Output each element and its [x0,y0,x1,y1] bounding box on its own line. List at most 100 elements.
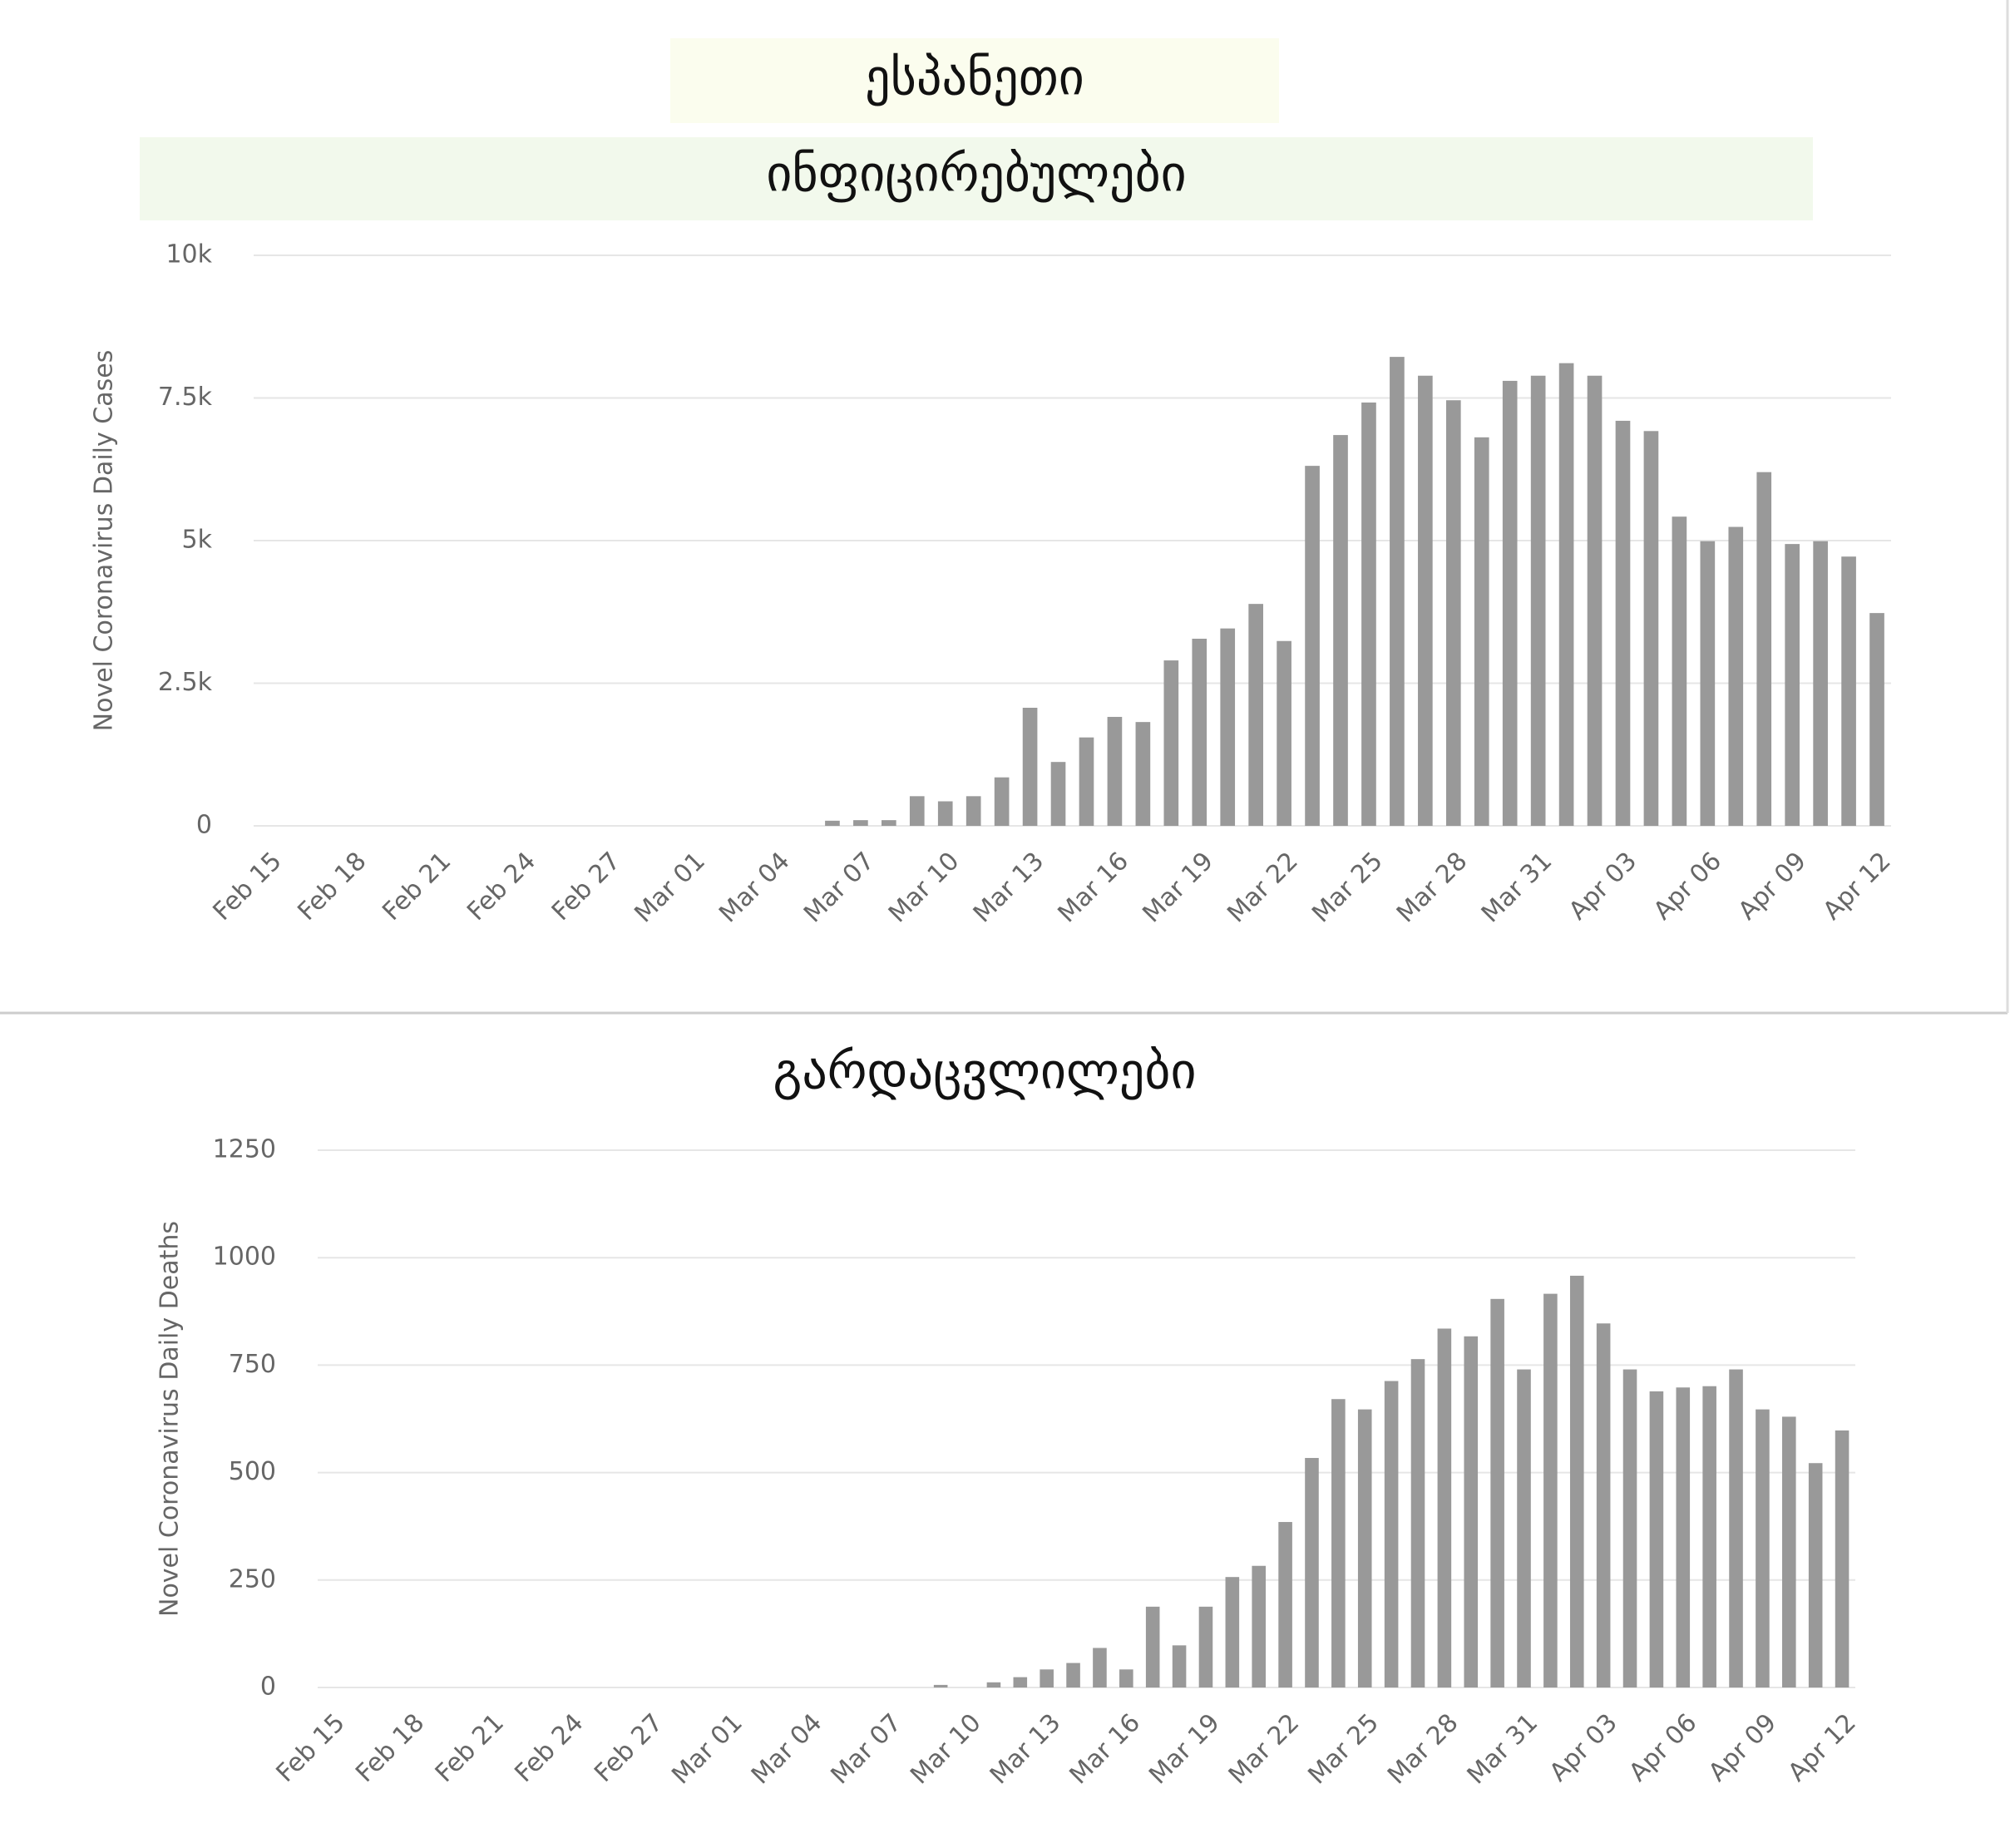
bar [1305,466,1320,826]
bar [1676,1387,1691,1687]
bar [1596,1323,1611,1687]
x-tick-label: Mar 19 [1137,847,1219,929]
x-tick-label: Mar 07 [826,1708,908,1791]
bar [1728,526,1744,826]
x-tick-label: Apr 06 [1623,1708,1702,1787]
bar [1756,1409,1770,1687]
bar [1437,1328,1452,1687]
x-tick-label: Mar 28 [1391,847,1474,929]
bar [1869,613,1884,826]
x-tick-label: Mar 13 [985,1708,1067,1791]
chart-title: ინფიცირებულები [766,146,1186,204]
bar [1361,402,1376,826]
x-tick-label: Feb 15 [208,847,288,926]
page-title: ესპანეთი [865,49,1084,107]
bar [1785,544,1800,826]
y-axis-label: Novel Coronavirus Daily Deaths [156,1221,185,1617]
y-tick-label: 0 [260,1673,276,1702]
bar [1066,1663,1080,1687]
bar [1013,1677,1028,1687]
bar [1040,1669,1054,1687]
bar [1702,1386,1716,1687]
bar [1252,1565,1267,1687]
bar [1119,1669,1133,1687]
x-tick-label: Feb 27 [589,1708,669,1788]
x-tick-label: Mar 28 [1382,1708,1464,1791]
bar [1587,375,1603,827]
x-tick-label: Mar 31 [1476,847,1558,929]
x-tick-label: Apr 06 [1648,847,1727,926]
x-tick-label: Feb 24 [509,1708,589,1788]
bar [1569,1275,1584,1687]
x-tick-label: Feb 18 [350,1708,430,1788]
x-tick-label: Mar 10 [883,847,965,929]
bar [1198,1606,1213,1687]
y-tick-label: 0 [196,811,212,840]
bar [1502,380,1518,826]
bar [937,801,953,826]
bar [1093,1648,1107,1687]
bar [933,1684,948,1687]
bar [1474,437,1489,826]
y-tick-label: 1250 [213,1135,276,1164]
x-tick-label: Mar 22 [1222,847,1304,929]
bar [1277,640,1291,826]
bar [1445,400,1461,826]
bar [1841,556,1856,826]
bar [1649,1391,1664,1687]
bar [1558,363,1574,826]
bar [1172,1645,1187,1687]
bar [1331,1399,1346,1687]
bar [965,796,981,826]
y-tick-label: 2.5k [158,668,213,697]
x-tick-label: Feb 15 [271,1708,351,1788]
bar [1530,375,1546,827]
y-tick-label: 250 [229,1564,276,1594]
chart-title-box [140,137,1813,220]
x-tick-label: Mar 01 [666,1708,748,1791]
x-tick-label: Mar 25 [1302,1708,1385,1791]
x-tick-label: Apr 12 [1783,1708,1862,1787]
x-tick-label: Feb 18 [292,847,372,926]
bar [1050,762,1066,826]
bar [1333,435,1348,826]
bar [1079,737,1094,826]
x-tick-label: Mar 16 [1053,847,1135,929]
bar [1615,420,1631,826]
x-tick-label: Apr 09 [1703,1708,1782,1787]
bar [1672,516,1687,826]
bar [1357,1409,1372,1687]
y-axis-label: Novel Coronavirus Daily Cases [90,350,119,732]
bar [986,1682,1001,1687]
bar [882,820,896,826]
bar [1517,1369,1531,1687]
bar [1835,1430,1849,1687]
x-tick-label: Mar 10 [905,1708,987,1791]
x-tick-label: Mar 07 [798,847,881,929]
bar [1390,357,1405,826]
bar [1643,431,1659,826]
y-tick-label: 5k [182,526,213,555]
bar [1278,1522,1292,1687]
bar [1107,716,1123,826]
bar [853,820,868,826]
bar [1022,707,1038,826]
y-tick-label: 1000 [213,1243,276,1272]
x-tick-label: Mar 16 [1064,1708,1146,1791]
bar [1808,1463,1823,1687]
bar [1163,660,1179,826]
x-tick-label: Feb 27 [546,847,626,926]
x-tick-label: Mar 19 [1143,1708,1226,1791]
bar [1782,1416,1796,1687]
bar [1813,541,1828,826]
x-tick-label: Mar 25 [1306,847,1389,929]
y-tick-label: 750 [229,1350,276,1379]
y-tick-label: 7.5k [158,383,213,412]
bar [1220,628,1236,826]
x-tick-label: Feb 24 [462,847,541,926]
x-tick-label: Apr 09 [1733,847,1812,926]
bar [1305,1458,1319,1687]
x-tick-label: Mar 04 [714,847,796,929]
bar [1729,1369,1743,1687]
